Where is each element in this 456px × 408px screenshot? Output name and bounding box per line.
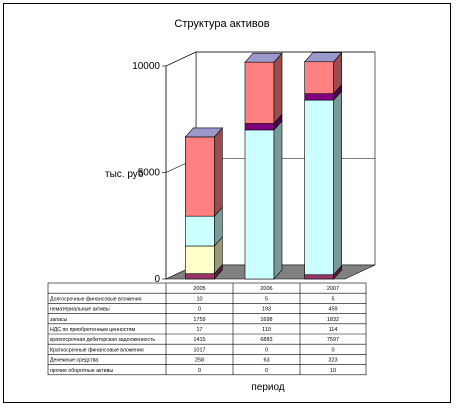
x-axis-label: период (251, 382, 284, 393)
bar-top (244, 52, 283, 63)
table-cell: 1698 (260, 317, 272, 323)
table-cell: 5 (331, 296, 334, 302)
chart-title: Структура активов (174, 18, 269, 30)
bar-segment (304, 274, 334, 280)
table-cell: 258 (195, 358, 204, 364)
table-cell: 1017 (193, 347, 205, 353)
table-cell: 63 (263, 358, 269, 364)
bar-stack-2006 (244, 52, 283, 280)
y-tick-label: 5000 (138, 168, 161, 179)
bar-segment (185, 136, 215, 217)
bar-segment (304, 99, 334, 276)
table-cell: 17 (196, 327, 202, 333)
bar-segment (304, 93, 334, 101)
y-tick-label: 0 (154, 274, 160, 285)
legend-entry: краткосрочная дебиторская задолженность (50, 337, 155, 343)
y-axis-label: тыс. руб (105, 168, 144, 180)
gridline-side (165, 51, 197, 67)
bar-segment (244, 61, 275, 124)
table-cell: 119 (262, 327, 271, 333)
y-tick-label: 10000 (132, 61, 160, 72)
bar-segment (185, 273, 215, 280)
bar-top (184, 127, 224, 138)
legend-entry: Денежные средства (50, 358, 98, 364)
table-cell: 0 (265, 368, 268, 374)
table-cell: 10 (196, 296, 202, 302)
legend-entry: прочие оборотные активы (50, 368, 113, 374)
x-tick-label: 2005 (193, 286, 205, 292)
legend-entry: запасы (50, 317, 68, 323)
x-tick-label: 2006 (260, 286, 272, 292)
bar-top (303, 52, 343, 63)
legend-entry: Краткосрочные финансовые вложения (50, 347, 144, 353)
table-cell: 193 (262, 307, 271, 313)
table-cell: 323 (328, 358, 337, 364)
bar-segment-side (273, 120, 283, 280)
legend-entry: НДС по приобретенным ценностям (50, 327, 135, 333)
x-tick-label: 2007 (327, 286, 339, 292)
legend-entry: Долгосрочные финансовые вложения (50, 296, 142, 302)
table-cell: 6883 (260, 337, 272, 343)
table-cell: 10 (330, 368, 336, 374)
table-cell: 1759 (193, 317, 205, 323)
legend-entry: нематериальные активы (50, 307, 110, 313)
table-cell: 0 (265, 347, 268, 353)
table-cell: 0 (198, 307, 201, 313)
bar-segment (185, 215, 215, 247)
bar-segment (185, 245, 215, 274)
table-cell: 459 (328, 307, 337, 313)
data-table (47, 282, 367, 376)
bar-segment-side (273, 52, 283, 125)
bar-segment (244, 123, 275, 131)
bar-segment-side (214, 127, 223, 217)
bar-segment (304, 61, 334, 94)
bar-segment-side (333, 90, 342, 276)
table-cell: 1415 (193, 337, 205, 343)
table-cell: 1832 (327, 317, 339, 323)
table-cell: 5 (265, 296, 268, 302)
table-cell: 0 (331, 347, 334, 353)
bar-segment (244, 129, 275, 280)
table-cell: 0 (198, 368, 201, 374)
bar-stack-2007 (303, 51, 343, 280)
table-cell: 114 (329, 327, 338, 333)
table-cell: 7597 (327, 337, 339, 343)
bar-stack-2005 (184, 127, 224, 280)
